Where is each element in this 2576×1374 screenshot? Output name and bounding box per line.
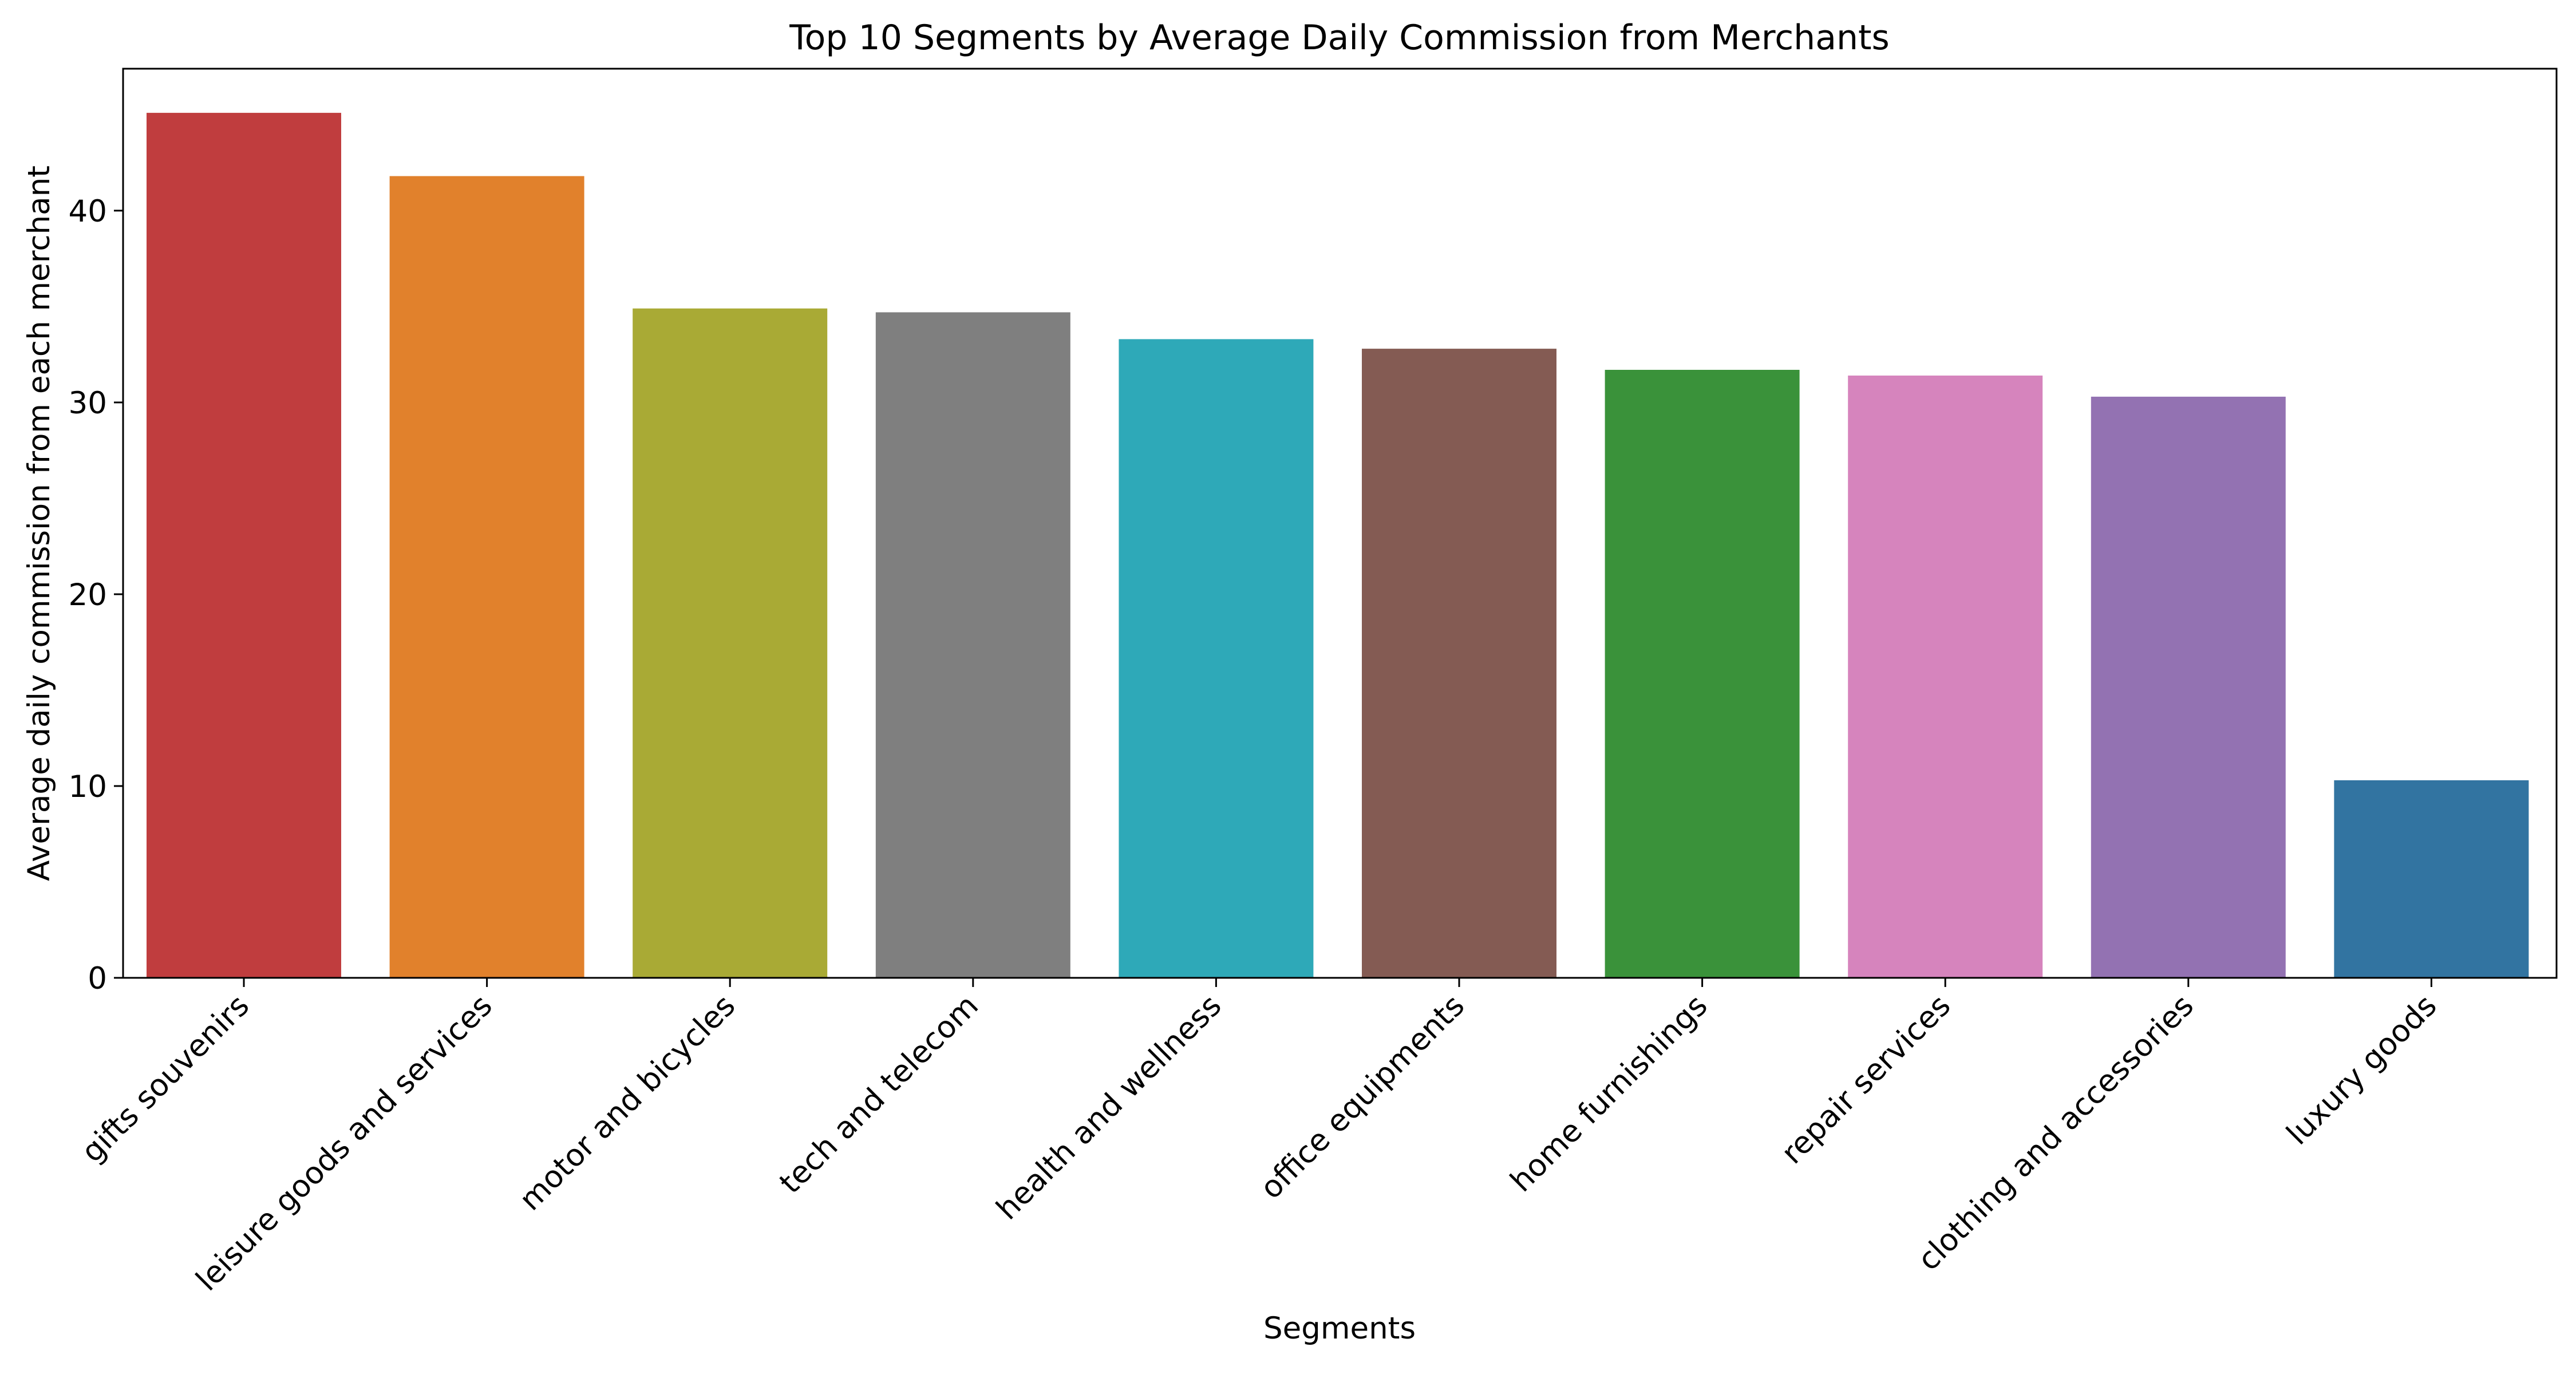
bar-clothing-and-accessories xyxy=(2091,396,2286,978)
x-axis-label: Segments xyxy=(1263,1311,1416,1346)
bar-home-furnishings xyxy=(1605,370,1800,978)
y-tick-label: 0 xyxy=(88,961,107,996)
y-ticks: 0 10 20 30 40 xyxy=(69,194,123,996)
bar-motor-and-bicycles xyxy=(633,308,828,978)
bar-office-equipments xyxy=(1362,349,1556,978)
bar-tech-and-telecom xyxy=(875,312,1070,978)
bar-leisure-goods-and-services xyxy=(389,176,584,978)
bars-layer xyxy=(147,113,2529,978)
bar-health-and-wellness xyxy=(1119,339,1314,978)
y-axis-label: Average daily commission from each merch… xyxy=(22,165,57,881)
bar-repair-services xyxy=(1848,376,2043,978)
bar-gifts-souvenirs xyxy=(147,113,341,978)
y-tick-label: 30 xyxy=(69,386,107,421)
chart-title: Top 10 Segments by Average Daily Commiss… xyxy=(789,18,1890,58)
y-tick-label: 40 xyxy=(69,194,107,229)
y-tick-label: 20 xyxy=(69,578,107,613)
bar-luxury-goods xyxy=(2334,780,2529,978)
y-tick-label: 10 xyxy=(69,769,107,804)
plot-frame xyxy=(122,68,2558,979)
